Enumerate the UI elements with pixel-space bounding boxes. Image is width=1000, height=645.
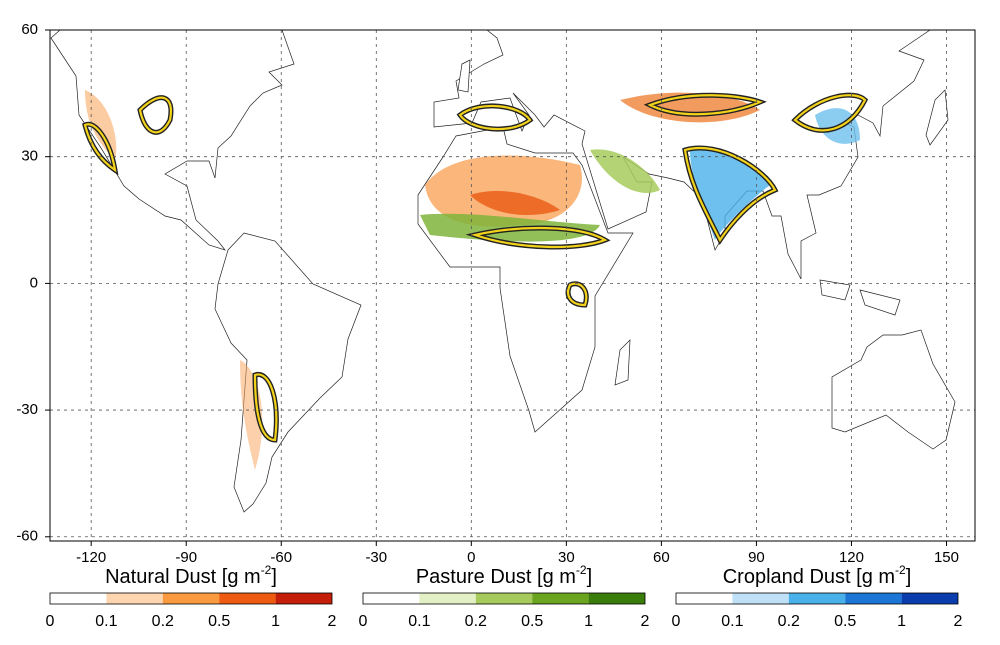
colorbar-tick-label: 0.2 (465, 613, 487, 630)
australia (831, 329, 956, 450)
colorbar-tick-label: 0 (359, 613, 368, 630)
colorbar-tick-label: 0.5 (521, 613, 543, 630)
colorbar-title: Pasture Dust [g m-2] (416, 563, 592, 588)
north-america (50, 29, 295, 251)
colorbar-tick-label: 2 (954, 613, 963, 630)
colorbar-bin (419, 593, 476, 604)
map (49, 29, 976, 542)
colorbar-tick-label: 2 (328, 613, 337, 630)
colorbar-tick-label: 0.2 (152, 613, 174, 630)
colorbar-tick-label: 0.5 (208, 613, 230, 630)
natural-dust-asia (620, 92, 760, 123)
colorbar-tick-label: 2 (641, 613, 650, 630)
colorbar-title-part: -2 (576, 563, 587, 577)
x-tick-label: -30 (365, 549, 387, 566)
colorbar-bin (275, 593, 332, 604)
colorbar-bin (162, 593, 220, 604)
x-tick-label: -120 (76, 549, 106, 566)
colorbar-bin (219, 593, 276, 604)
colorbar-tick-label: 0.1 (721, 613, 743, 630)
colorbar-bin (788, 593, 846, 604)
colorbar-tick-label: 0.1 (95, 613, 117, 630)
natural-dust-core (470, 190, 560, 215)
colorbar-bin (901, 593, 958, 604)
x-tick-label: 30 (558, 549, 575, 566)
colorbar-tick-label: 0.5 (834, 613, 856, 630)
colorbar-bin (588, 593, 645, 604)
x-tick-label: -60 (270, 549, 292, 566)
eurasia (433, 29, 932, 280)
colorbar-bin (106, 593, 163, 604)
colorbar-title-part: Cropland Dust [g m (723, 566, 895, 588)
colorbar-title-part: Pasture Dust [g m (416, 566, 576, 588)
y-tick-label: -60 (16, 528, 38, 545)
colorbar-title-part: -2 (895, 563, 906, 577)
colorbar-bin (845, 593, 902, 604)
colorbar-bin (732, 593, 789, 604)
pasture-dust-arabia (590, 149, 660, 194)
colorbar-title-part: -2 (261, 563, 272, 577)
map-frame (49, 29, 976, 542)
colorbar-tick-label: 0 (672, 613, 681, 630)
colorbar-tick-label: 1 (897, 613, 906, 630)
colorbar-title-part: ] (271, 566, 277, 588)
x-tick-label: 150 (934, 549, 959, 566)
colorbar-title-part: Natural Dust [g m (105, 566, 261, 588)
colorbar-tick-label: 1 (271, 613, 280, 630)
x-tick-label: 90 (748, 549, 765, 566)
y-tick-label: 60 (21, 21, 38, 38)
y-tick-label: 30 (21, 148, 38, 165)
colorbar-bin (50, 593, 107, 604)
colorbar-title-part: ] (906, 566, 912, 588)
colorbar-bin (532, 593, 589, 604)
colorbar-title-part: ] (587, 566, 593, 588)
colorbar-bin (676, 593, 733, 604)
colorbar-frame (49, 592, 333, 605)
colorbar-tick-label: 0.1 (408, 613, 430, 630)
colorbar-tick-label: 1 (584, 613, 593, 630)
colorbar-frame (675, 592, 959, 605)
islands (457, 59, 949, 386)
colorbar-bin (363, 593, 420, 604)
x-tick-label: -90 (175, 549, 197, 566)
colorbar-tick-label: 0.2 (778, 613, 800, 630)
y-tick-label: 0 (30, 274, 38, 291)
colorbar-tick-label: 0 (46, 613, 55, 630)
x-tick-label: 120 (839, 549, 864, 566)
colorbar-title: Cropland Dust [g m-2] (723, 563, 912, 588)
colorbar-title: Natural Dust [g m-2] (105, 563, 277, 588)
y-tick-label: -30 (16, 401, 38, 418)
colorbar-bin (475, 593, 533, 604)
contours (82, 92, 869, 443)
x-tick-label: 60 (653, 549, 670, 566)
x-tick-label: 0 (467, 549, 475, 566)
colorbar-frame (362, 592, 646, 605)
